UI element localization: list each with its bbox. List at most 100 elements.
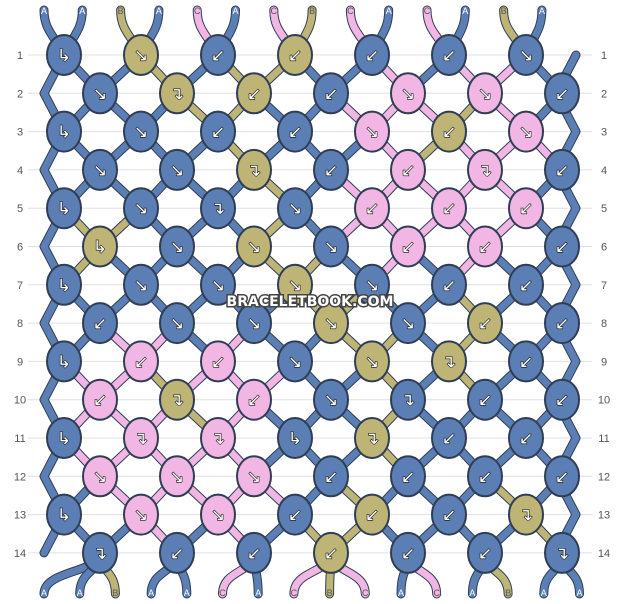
knot: ↘	[159, 148, 195, 191]
knot-body	[544, 455, 580, 498]
bottom-strand-label: C	[219, 588, 226, 598]
top-strand-label: A	[79, 6, 85, 16]
knot-arrow-icon: ↙	[247, 544, 261, 564]
knot: ↙	[82, 302, 118, 345]
knot-body	[508, 187, 544, 230]
knot-body	[159, 72, 195, 115]
knot-arrow-icon: ↳	[288, 429, 302, 449]
knot-body	[354, 110, 390, 153]
knot: ↘	[277, 340, 313, 383]
bottom-strand-label: A	[398, 588, 404, 598]
knot-arrow-icon: ↳	[57, 46, 71, 66]
knot-arrow-icon: ↘	[170, 161, 184, 181]
knot-arrow-icon: ↙	[519, 429, 533, 449]
knot-body	[123, 34, 159, 76]
knot-body	[46, 110, 82, 153]
knot-body	[46, 417, 82, 459]
knot-arrow-icon: ↙	[478, 238, 492, 258]
knot-body	[544, 225, 580, 268]
knot-body	[390, 302, 426, 345]
knot: ↙	[431, 110, 467, 153]
knot-body	[200, 187, 236, 230]
knot-arrow-icon: ↙	[288, 46, 302, 66]
knot: ↙	[544, 455, 580, 498]
knot: ↳	[46, 493, 82, 536]
knot: ↙	[544, 302, 580, 345]
knot-body	[123, 417, 159, 459]
knot-body	[82, 72, 118, 115]
knot-arrow-icon: ↙	[519, 352, 533, 372]
row-number-right: 6	[601, 242, 607, 254]
knot: ↳	[82, 225, 118, 268]
knot: ↘	[123, 263, 159, 306]
knot: ↘	[123, 493, 159, 536]
knot-body	[82, 148, 118, 191]
strand-letter-labels: A A B A C A C B C A C A B A A A B A A C A C B C A C A B A A	[41, 6, 583, 598]
knot-arrow-icon: ↙	[324, 161, 338, 181]
knot-arrow-icon: ↙	[555, 391, 569, 411]
knot-body	[200, 110, 236, 153]
knot-body	[354, 493, 390, 536]
knot-arrow-icon: ↴	[247, 161, 261, 181]
row-number-left: 6	[17, 242, 23, 254]
bottom-strand-label: A	[576, 588, 582, 598]
knot-body	[46, 187, 82, 230]
knot-body	[313, 72, 349, 115]
knot: ↙	[431, 263, 467, 306]
top-strand-label: C	[424, 6, 431, 16]
bottom-strand-label: B	[505, 588, 511, 598]
knot-body	[277, 493, 313, 536]
knot-arrow-icon: ↴	[478, 161, 492, 181]
knot-body	[431, 493, 467, 536]
knot-body	[390, 378, 426, 421]
knot-arrow-icon: ↴	[365, 429, 379, 449]
knot-body	[200, 493, 236, 536]
top-strand-label: B	[309, 6, 315, 16]
knot: ↙	[159, 531, 195, 574]
row-number-right: 11	[598, 433, 609, 445]
row-number-right: 13	[598, 510, 610, 522]
knot-arrow-icon: ↙	[134, 352, 148, 372]
knot-body	[431, 263, 467, 306]
knot-body	[508, 110, 544, 153]
knot-arrow-icon: ↘	[288, 276, 302, 296]
knot-arrow-icon: ↙	[324, 544, 338, 564]
knot: ↙	[467, 531, 503, 574]
knot-body	[313, 148, 349, 191]
knot: ↙	[544, 225, 580, 268]
knot-body	[431, 340, 467, 383]
knot: ↴	[354, 417, 390, 459]
knot-arrow-icon: ↘	[288, 352, 302, 372]
knot-body	[277, 340, 313, 383]
bottom-strand-label: C	[433, 588, 440, 598]
knot-arrow-icon: ↙	[247, 391, 261, 411]
knot: ↙	[544, 378, 580, 421]
knot-arrow-icon: ↙	[442, 46, 456, 66]
knot: ↙	[236, 531, 272, 574]
row-number-left: 8	[17, 318, 23, 330]
knot: ↴	[123, 417, 159, 459]
knot-arrow-icon: ↴	[211, 199, 225, 219]
knot-arrow-icon: ↙	[555, 238, 569, 258]
knot-body	[544, 378, 580, 421]
knot-arrow-icon: ↴	[442, 352, 456, 372]
bottom-strand-label: B	[112, 588, 118, 598]
knot: ↘	[390, 302, 426, 345]
bottom-strand-label: A	[255, 588, 261, 598]
bottom-strand-label: A	[148, 588, 154, 598]
knot-arrow-icon: ↙	[211, 46, 225, 66]
knot-body	[313, 455, 349, 498]
knot: ↘	[159, 455, 195, 498]
knot-body	[200, 340, 236, 383]
knot-body	[277, 417, 313, 459]
knot-body	[200, 34, 236, 76]
knot: ↙	[200, 340, 236, 383]
knot-body	[467, 148, 503, 191]
knot-arrow-icon: ↙	[170, 544, 184, 564]
knot-body	[82, 531, 118, 574]
knot-body	[390, 72, 426, 115]
knot-body	[431, 110, 467, 153]
knot: ↳	[46, 263, 82, 306]
knot-body	[390, 225, 426, 268]
